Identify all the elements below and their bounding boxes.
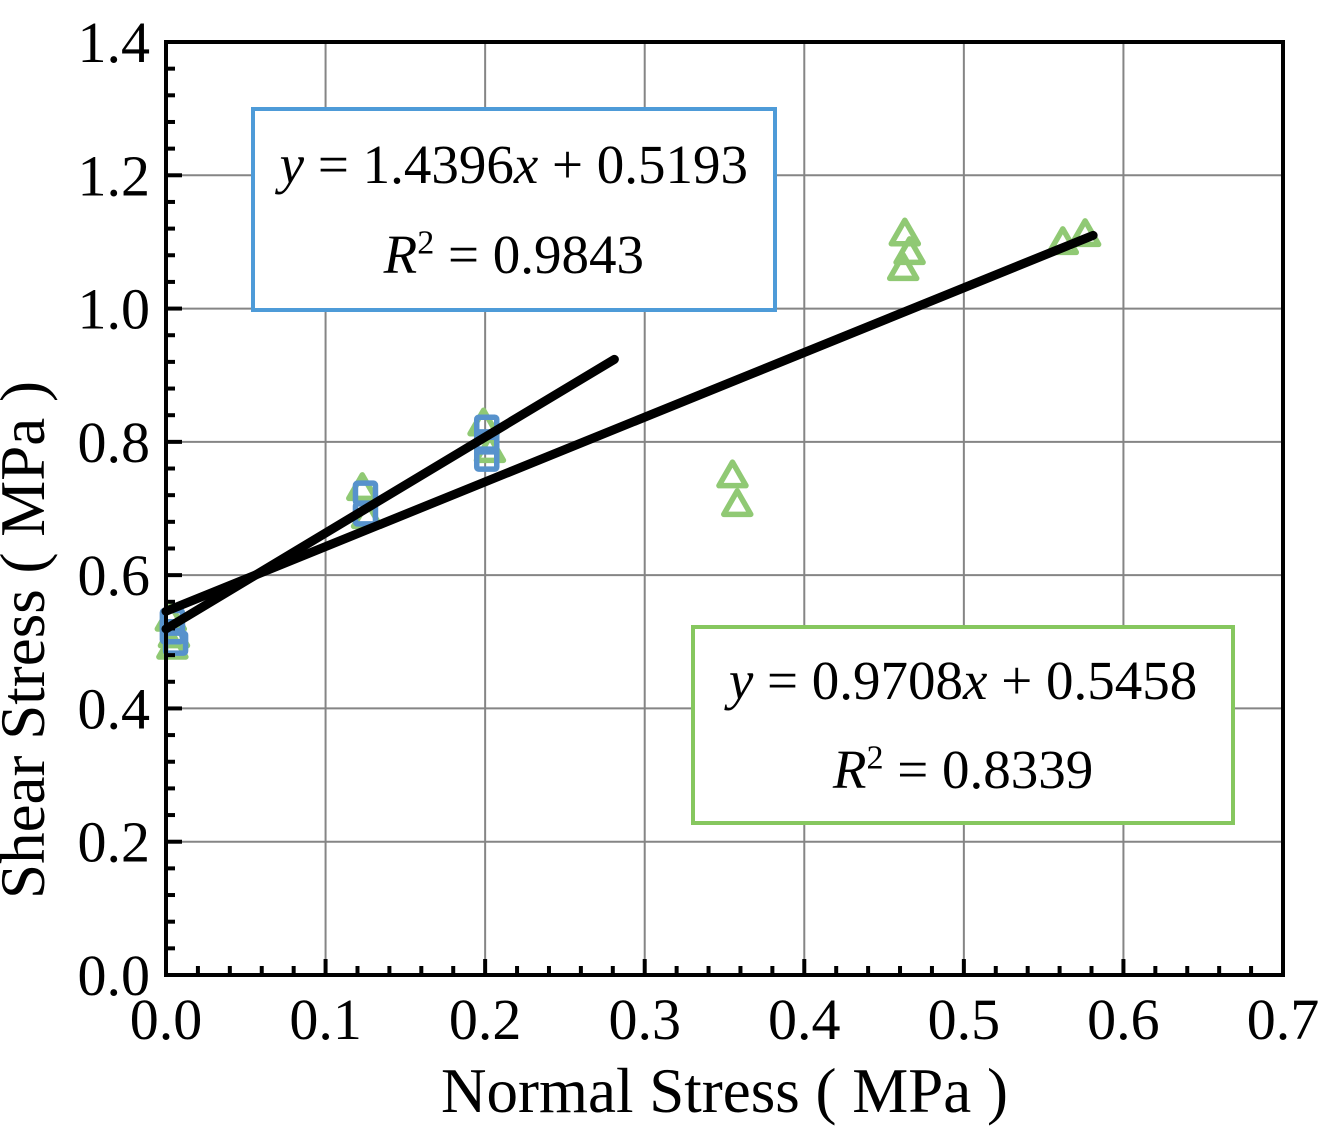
equation-text: y = 1.4396x + 0.5193 (279, 134, 749, 196)
axis-layer (164, 40, 1285, 977)
y-axis-title: Shear Stress ( MPa ) (0, 381, 58, 899)
x-tick-label: 0.6 (1087, 987, 1160, 1052)
x-tick-label: 0.1 (289, 987, 362, 1052)
data-point-blue-squares (473, 446, 500, 472)
data-point-green-triangles (721, 488, 754, 518)
y-tick-label: 0.2 (78, 810, 151, 875)
label-layer: Normal Stress ( MPa ) Shear Stress ( MPa… (0, 10, 1319, 1126)
x-tick-label: 0.3 (608, 987, 681, 1052)
x-tick-label: 0.2 (449, 987, 522, 1052)
r-squared-text: R2 = 0.9843 (383, 223, 645, 285)
x-axis-title: Normal Stress ( MPa ) (441, 1056, 1008, 1126)
data-point-green-triangles (888, 217, 922, 247)
green-fit-line (161, 230, 1098, 616)
trendline-layer (161, 230, 1098, 634)
x-tick-label: 0.5 (928, 987, 1001, 1052)
y-tick-label: 0.8 (78, 410, 151, 475)
y-tick-label: 1.2 (78, 143, 151, 208)
green-fit-equation-box: y = 0.9708x + 0.5458 R2 = 0.8339 (690, 625, 1236, 826)
x-tick-label: 0.4 (768, 987, 841, 1052)
y-tick-label: 0.6 (78, 543, 151, 608)
r-squared-text: R2 = 0.8339 (832, 739, 1094, 801)
plot-border (164, 40, 1285, 977)
x-tick-label: 0.7 (1247, 987, 1320, 1052)
y-tick-label: 1.4 (78, 10, 151, 75)
y-tick-label: 0.4 (78, 676, 151, 741)
y-tick-label: 0.0 (78, 943, 151, 1008)
data-point-green-triangles (886, 252, 920, 282)
data-point-green-triangles (716, 459, 749, 489)
equation-text: y = 0.9708x + 0.5458 (728, 649, 1198, 711)
y-tick-label: 1.0 (78, 277, 151, 342)
blue-fit-equation-box: y = 1.4396x + 0.5193 R2 = 0.9843 (250, 107, 778, 312)
x-tick-label: 0.0 (130, 987, 203, 1052)
